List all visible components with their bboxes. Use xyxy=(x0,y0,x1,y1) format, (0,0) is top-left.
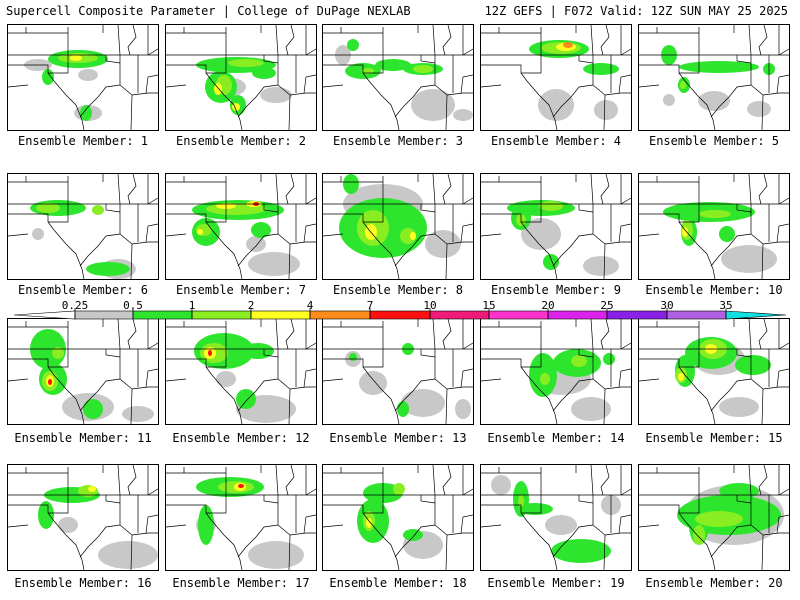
member-label: Ensemble Member: 12 xyxy=(172,431,310,445)
scale-swatch xyxy=(309,310,371,320)
scale-swatch xyxy=(74,310,134,320)
ensemble-map-7 xyxy=(165,173,317,280)
member-label: Ensemble Member: 4 xyxy=(490,134,622,148)
member-label: Ensemble Member: 3 xyxy=(332,134,464,148)
member-label: Ensemble Member: 8 xyxy=(332,283,464,297)
ensemble-map-11 xyxy=(7,318,159,425)
member-label: Ensemble Member: 14 xyxy=(487,431,625,445)
scp-field-map xyxy=(166,25,316,130)
member-label: Ensemble Member: 5 xyxy=(648,134,780,148)
scale-tick-label: 10 xyxy=(423,299,437,312)
scale-tick-label: 1 xyxy=(188,299,196,312)
scp-field-map xyxy=(323,465,473,570)
scale-tick-label: 30 xyxy=(660,299,674,312)
scale-tick-label: 0.25 xyxy=(61,299,89,312)
ensemble-map-15 xyxy=(638,318,790,425)
scp-field-map xyxy=(8,319,158,424)
scale-tick-label: 0.5 xyxy=(123,299,143,312)
scale-swatch xyxy=(132,310,193,320)
member-label: Ensemble Member: 10 xyxy=(645,283,783,297)
scp-field-map xyxy=(639,25,789,130)
member-label: Ensemble Member: 19 xyxy=(487,576,625,590)
ensemble-map-8 xyxy=(322,173,474,280)
ensemble-map-13 xyxy=(322,318,474,425)
ensemble-map-5 xyxy=(638,24,790,131)
scale-swatch xyxy=(666,310,727,320)
member-label: Ensemble Member: 1 xyxy=(17,134,149,148)
member-label: Ensemble Member: 13 xyxy=(329,431,467,445)
member-label: Ensemble Member: 20 xyxy=(645,576,783,590)
scale-arrow-right xyxy=(725,310,787,320)
scale-tick-label: 35 xyxy=(719,299,733,312)
scale-arrow-left xyxy=(13,310,76,320)
member-label: Ensemble Member: 16 xyxy=(14,576,152,590)
map-title: Supercell Composite Parameter | College … xyxy=(6,4,411,18)
ensemble-map-19 xyxy=(480,464,632,571)
header: Supercell Composite Parameter | College … xyxy=(0,4,800,20)
scp-field-map xyxy=(166,319,316,424)
scp-field-map xyxy=(8,25,158,130)
ensemble-map-20 xyxy=(638,464,790,571)
member-label: Ensemble Member: 6 xyxy=(17,283,149,297)
color-scale-bar xyxy=(13,308,787,320)
scale-tick-label: 4 xyxy=(306,299,314,312)
scale-swatch xyxy=(488,310,549,320)
scale-swatch xyxy=(369,310,431,320)
scp-field-map xyxy=(323,319,473,424)
valid-time: 12Z GEFS | F072 Valid: 12Z SUN MAY 25 20… xyxy=(484,4,788,18)
scp-field-map xyxy=(8,465,158,570)
scp-field-map xyxy=(639,174,789,279)
scp-field-map xyxy=(639,319,789,424)
member-label: Ensemble Member: 18 xyxy=(329,576,467,590)
ensemble-map-4 xyxy=(480,24,632,131)
scp-field-map xyxy=(166,174,316,279)
scp-field-map xyxy=(323,25,473,130)
scale-swatch xyxy=(429,310,490,320)
member-label: Ensemble Member: 2 xyxy=(175,134,307,148)
ensemble-map-16 xyxy=(7,464,159,571)
scale-swatch xyxy=(606,310,668,320)
scale-tick-label: 7 xyxy=(366,299,374,312)
scp-field-map xyxy=(481,174,631,279)
member-label: Ensemble Member: 9 xyxy=(490,283,622,297)
ensemble-map-3 xyxy=(322,24,474,131)
ensemble-map-12 xyxy=(165,318,317,425)
scale-tick-label: 20 xyxy=(541,299,555,312)
ensemble-map-6 xyxy=(7,173,159,280)
scale-swatch xyxy=(250,310,311,320)
scp-field-map xyxy=(166,465,316,570)
ensemble-map-14 xyxy=(480,318,632,425)
scale-tick-label: 2 xyxy=(247,299,255,312)
ensemble-map-10 xyxy=(638,173,790,280)
ensemble-map-18 xyxy=(322,464,474,571)
scp-field-map xyxy=(481,25,631,130)
scale-tick-label: 25 xyxy=(600,299,614,312)
scale-swatch xyxy=(191,310,252,320)
member-label: Ensemble Member: 7 xyxy=(175,283,307,297)
member-label: Ensemble Member: 17 xyxy=(172,576,310,590)
scp-field-map xyxy=(639,465,789,570)
member-label: Ensemble Member: 15 xyxy=(645,431,783,445)
scp-field-map xyxy=(323,174,473,279)
ensemble-map-2 xyxy=(165,24,317,131)
member-label: Ensemble Member: 11 xyxy=(14,431,152,445)
ensemble-map-17 xyxy=(165,464,317,571)
scp-field-map xyxy=(481,465,631,570)
scp-field-map xyxy=(481,319,631,424)
ensemble-map-1 xyxy=(7,24,159,131)
scp-field-map xyxy=(8,174,158,279)
ensemble-map-9 xyxy=(480,173,632,280)
scale-swatch xyxy=(547,310,608,320)
scale-tick-label: 15 xyxy=(482,299,496,312)
